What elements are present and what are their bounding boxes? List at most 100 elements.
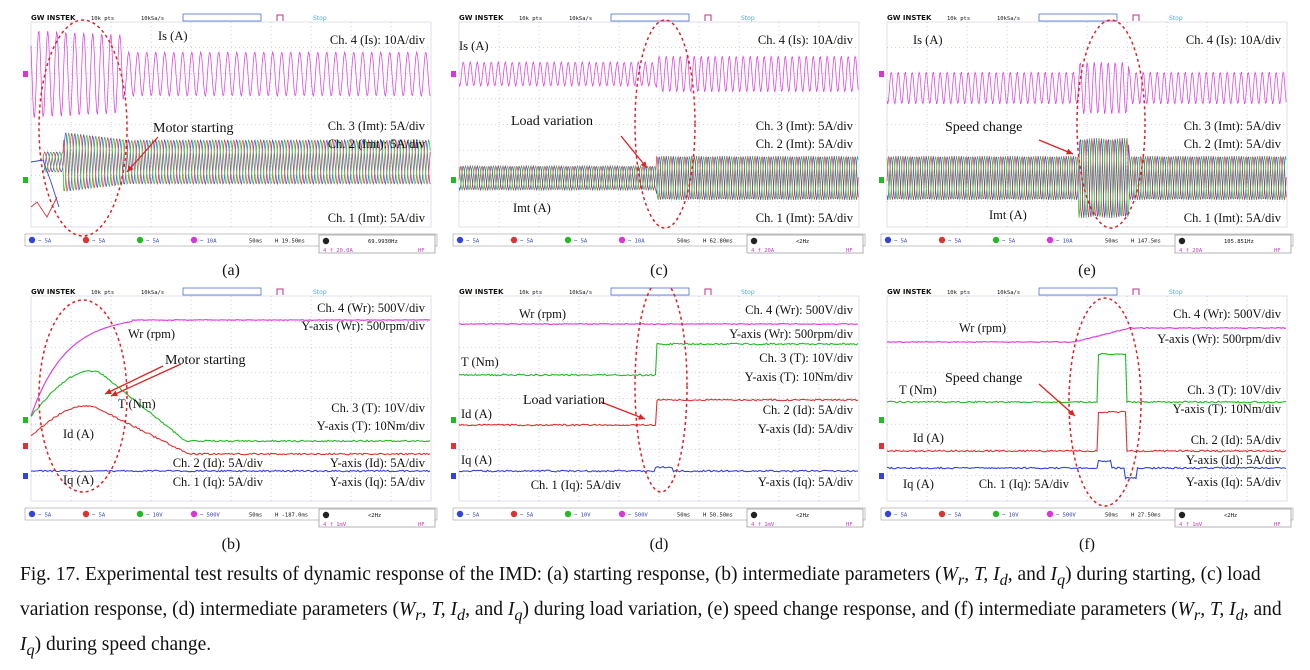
timebase: 50ms	[249, 239, 262, 245]
scale-ch4: Ch. 4 (Is): 10A/div	[1186, 33, 1282, 47]
channel-2-scale: ~ 5A	[520, 239, 534, 245]
id-label: Id (A)	[913, 431, 944, 445]
scale-ch3: Ch. 3 (T): 10V/div	[331, 401, 425, 415]
annotation-label: Speed change	[945, 371, 1022, 386]
header-stop: Stop	[1169, 289, 1183, 296]
channel-1-marker	[23, 473, 28, 479]
trigger-hf: HF	[418, 522, 425, 528]
scale-ch1: Ch. 1 (Imt): 5A/div	[756, 211, 854, 225]
channel-3-badge	[565, 511, 571, 517]
oscilloscope-panel-b: GW INSTEK 10k pts 10kSa/s Stop ~ 5A ~ 5A ~ 10V…	[23, 286, 439, 529]
scale-ch1: Ch. 1 (Iq): 5A/div	[173, 475, 264, 489]
trigger-level: 4 f 1mV	[1179, 522, 1203, 528]
header-pts: 10k pts	[947, 290, 970, 296]
scale-torque: Y-axis (T): 10Nm/div	[1173, 402, 1282, 416]
brand-logo: GW INSTEK	[887, 288, 932, 296]
scale-id: Y-axis (Id): 5A/div	[1186, 453, 1282, 467]
horizontal-position: H 27.50ms	[1131, 513, 1161, 519]
channel-4-marker	[879, 71, 884, 77]
channel-3-badge	[993, 511, 999, 517]
scale-wr: Y-axis (Wr): 500rpm/div	[1157, 332, 1282, 346]
channel-4-scale: ~ 10A	[628, 239, 645, 245]
panel-label-e: (e)	[879, 262, 1295, 280]
channel-2-badge	[939, 511, 945, 517]
freq-badge	[1179, 512, 1185, 518]
scale-ch1: Ch. 1 (Iq): 5A/div	[531, 478, 622, 492]
channel-2-scale: ~ 5A	[520, 513, 534, 519]
channel-4-scale: ~ 10A	[200, 239, 217, 245]
header-pts: 10k pts	[91, 16, 114, 22]
panel-label-b: (b)	[23, 536, 439, 554]
horizontal-position: H 50.50ms	[703, 513, 733, 519]
scale-ch2: Ch. 2 (Id): 5A/div	[1191, 433, 1282, 447]
scale-wr: Y-axis (Wr): 500rpm/div	[301, 319, 426, 333]
is-label: Is (A)	[459, 39, 489, 53]
scale-iq: Y-axis (Iq): 5A/div	[1186, 475, 1282, 489]
horizontal-position: H 147.5ms	[1131, 239, 1161, 245]
timebase: 50ms	[1105, 513, 1118, 519]
channel-1-scale: ~ 5A	[38, 239, 52, 245]
channel-1-badge	[29, 237, 35, 243]
oscilloscope-panel-f: GW INSTEK 10k pts 10kSa/s Stop ~ 5A ~ 5A ~ 10V…	[879, 286, 1295, 529]
trigger-level: 4 f 1mV	[323, 522, 347, 528]
header-rate: 10kSa/s	[569, 16, 592, 22]
channel-4-badge	[191, 237, 197, 243]
channel-3-scale: ~ 10V	[1002, 513, 1019, 519]
is-label: Is (A)	[913, 33, 943, 47]
channel-2-marker	[451, 443, 456, 449]
panel-label-c: (c)	[451, 262, 867, 280]
iq-label: Iq (A)	[63, 473, 94, 487]
scope-svg-d: GW INSTEK 10k pts 10kSa/s Stop~ 5A ~ 5A ~ 10V…	[451, 286, 867, 529]
brand-logo: GW INSTEK	[31, 14, 76, 22]
channel-3-scale: ~ 5A	[574, 239, 588, 245]
channel-1-marker	[879, 473, 884, 479]
channel-2-marker	[879, 443, 884, 449]
channel-4-badge	[1047, 511, 1053, 517]
frequency-readout: <2Hz	[796, 239, 809, 245]
scale-ch3: Ch. 3 (Imt): 5A/div	[328, 119, 426, 133]
oscilloscope-panel-e: GW INSTEK 10k pts 10kSa/s Stop ~ 5A ~ 5A ~ 5A ~…	[879, 12, 1295, 255]
channel-3-scale: ~ 10V	[146, 513, 163, 519]
scale-torque: Y-axis (T): 10Nm/div	[745, 370, 854, 384]
channel-3-badge	[993, 237, 999, 243]
channel-4-badge	[619, 237, 625, 243]
scale-ch4: Ch. 4 (Is): 10A/div	[758, 33, 854, 47]
trigger-level: 4 f 20.0A	[323, 248, 353, 254]
trigger-hf: HF	[846, 522, 853, 528]
channel-1-scale: ~ 5A	[894, 239, 908, 245]
frequency-readout: 69.9930Hz	[368, 239, 398, 245]
header-stop: Stop	[313, 289, 327, 296]
iq-label: Iq (A)	[461, 453, 492, 467]
torque-label: T (Nm)	[461, 355, 499, 369]
header-rate: 10kSa/s	[141, 16, 164, 22]
channel-3-badge	[137, 511, 143, 517]
scale-iq: Y-axis (Iq): 5A/div	[330, 475, 426, 489]
channel-2-scale: ~ 5A	[92, 513, 106, 519]
channel-3-marker	[879, 177, 884, 183]
header-stop: Stop	[741, 289, 755, 296]
scale-ch3: Ch. 3 (T): 10V/div	[759, 351, 853, 365]
channel-1-scale: ~ 5A	[38, 513, 52, 519]
header-pts: 10k pts	[519, 290, 542, 296]
scale-id: Y-axis (Id): 5A/div	[330, 456, 426, 470]
wr-label: Wr (rpm)	[128, 327, 175, 341]
frequency-readout: <2Hz	[368, 513, 381, 519]
header-rate: 10kSa/s	[997, 290, 1020, 296]
timebase: 50ms	[1105, 239, 1118, 245]
channel-1-scale: ~ 5A	[466, 239, 480, 245]
panel-label-f: (f)	[879, 536, 1295, 554]
scope-svg-a: GW INSTEK 10k pts 10kSa/s Stop~ 5A ~ 5A ~ 5A ~…	[23, 12, 439, 255]
brand-logo: GW INSTEK	[887, 14, 932, 22]
torque-label: T (Nm)	[899, 383, 937, 397]
channel-4-marker	[451, 71, 456, 77]
channel-2-scale: ~ 5A	[948, 239, 962, 245]
channel-1-badge	[885, 237, 891, 243]
header-pts: 10k pts	[947, 16, 970, 22]
trigger-level: 4 f 1mV	[751, 522, 775, 528]
channel-2-badge	[83, 511, 89, 517]
channel-2-marker	[23, 443, 28, 449]
channel-2-badge	[511, 237, 517, 243]
wr-label: Wr (rpm)	[519, 307, 566, 321]
channel-3-scale: ~ 10V	[574, 513, 591, 519]
caption-fig: Fig. 17.	[20, 564, 80, 585]
